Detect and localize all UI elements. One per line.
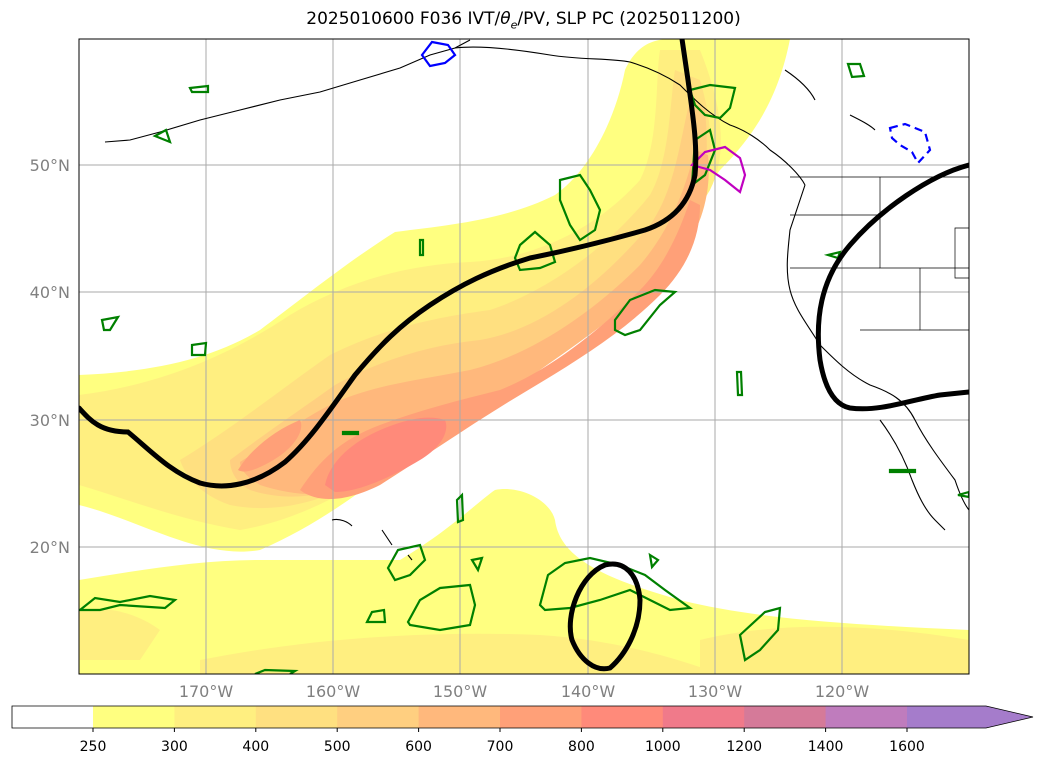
colorbar-swatch — [907, 706, 986, 728]
inland-water — [849, 114, 876, 131]
pv-contour — [190, 341, 208, 357]
colorbar-tick-label: 250 — [80, 739, 107, 755]
colorbar-swatch — [255, 706, 338, 728]
pv-contour — [688, 83, 737, 120]
ivt-southern-patch-east — [700, 626, 969, 674]
pv-negative-contour — [420, 40, 457, 68]
pv-contour — [648, 552, 660, 570]
coastlines — [104, 39, 969, 561]
lon-label: 140°W — [561, 682, 616, 701]
pv-contour — [735, 370, 744, 397]
pv-contour — [613, 288, 678, 337]
ivt-600-region — [240, 150, 709, 495]
graticule — [79, 39, 969, 674]
lon-label: 170°W — [179, 682, 234, 701]
pv-contour — [418, 238, 425, 257]
ivt-800-core — [325, 417, 447, 492]
lat-label: 50°N — [30, 156, 70, 175]
lon-label: 160°W — [306, 682, 361, 701]
colorbar-swatch — [581, 706, 664, 728]
slp-contour — [815, 162, 969, 412]
colorbar-tick-label: 700 — [487, 739, 514, 755]
colorbar-tick-label: 1400 — [808, 739, 844, 755]
lat-label: 40°N — [30, 283, 70, 302]
pv-contour — [79, 594, 178, 612]
colorbar-swatch — [825, 706, 908, 728]
colorbar-swatch — [93, 706, 175, 728]
colorbar-swatches — [93, 706, 986, 728]
pv-contour — [386, 543, 427, 582]
ivt-southern-patch-west — [79, 608, 160, 660]
colorbar-extend-arrow — [986, 706, 1033, 728]
pv-contour — [406, 583, 477, 632]
lat-label: 20°N — [30, 538, 70, 557]
ivt-700-western-core — [238, 420, 302, 472]
pv-contour — [365, 608, 387, 624]
colorbar-swatch — [337, 706, 420, 728]
pv-contour — [738, 606, 782, 662]
colorbar-tick-label: 1200 — [726, 739, 762, 755]
pv-contour — [455, 492, 465, 524]
latitude-labels: 50°N 40°N 30°N 20°N — [30, 156, 70, 557]
gulf-of-alaska-coast — [454, 46, 806, 186]
pv-negative-dashed-contour — [888, 122, 932, 165]
pv-contours — [79, 62, 969, 674]
colorbar-tick-label: 1600 — [889, 739, 925, 755]
colorbar-tick-label: 600 — [405, 739, 432, 755]
slp-contours — [79, 39, 969, 672]
slp-contour — [79, 39, 699, 489]
lon-label: 150°W — [433, 682, 488, 701]
ivt-400-region — [180, 70, 711, 509]
colorbar-tick-label: 800 — [568, 739, 595, 755]
pv-contour — [888, 468, 917, 474]
colorbar-ticks: 250 300 400 500 600 700 800 1000 1200 1400 1600 — [80, 728, 925, 755]
pv-contour — [100, 315, 121, 332]
colorbar-swatch — [662, 706, 745, 728]
colorbar: 250 300 400 500 600 700 800 1000 1200 1400 1600 — [11, 705, 1034, 755]
ivt-300-region — [79, 50, 721, 530]
pv-contour — [846, 62, 866, 79]
colorbar-swatch — [500, 706, 582, 728]
slp-contour — [567, 561, 643, 672]
pv-contour — [823, 250, 842, 260]
pv-contour — [188, 84, 210, 94]
colorbar-swatch — [174, 706, 257, 728]
lon-label: 120°W — [815, 682, 870, 701]
theta-e-contour — [689, 145, 747, 194]
colorbar-below-segment — [12, 706, 93, 728]
hawaii-islands — [331, 518, 413, 561]
map-title: 2025010600 F036 IVT/θe/PV, SLP PC (20250… — [306, 9, 741, 32]
pv-contour — [558, 173, 602, 242]
colorbar-tick-label: 400 — [242, 739, 269, 755]
colorbar-tick-label: 500 — [324, 739, 351, 755]
west-coast-north-america — [786, 184, 969, 511]
pv-contour — [470, 556, 484, 573]
baja-california — [879, 419, 946, 531]
colorbar-swatch — [418, 706, 501, 728]
longitude-labels: 170°W 160°W 150°W 140°W 130°W 120°W — [179, 682, 870, 701]
lat-label: 30°N — [30, 411, 70, 430]
pv-contour — [152, 128, 172, 144]
colorbar-outline — [11, 705, 1034, 729]
colorbar-tick-label: 1000 — [645, 739, 681, 755]
pv-negative-contours — [420, 40, 932, 165]
pv-contour — [957, 490, 969, 499]
inlet-coast — [784, 69, 816, 101]
pv-contour — [254, 668, 299, 674]
alaska-aleutian-coast — [104, 39, 471, 143]
colorbar-tick-label: 300 — [161, 739, 188, 755]
map-frame — [78, 38, 970, 675]
lon-label: 130°W — [688, 682, 743, 701]
colorbar-swatch — [744, 706, 827, 728]
pv-contour — [341, 430, 360, 436]
